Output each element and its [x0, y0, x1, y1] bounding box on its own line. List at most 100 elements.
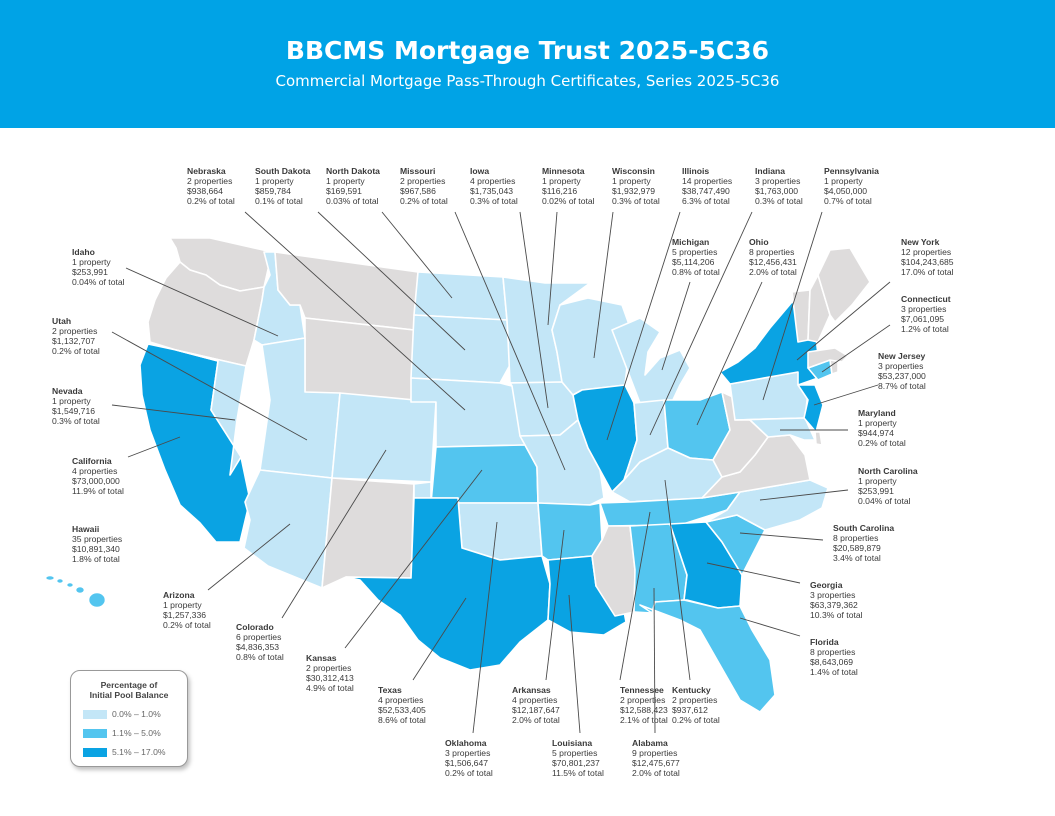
state-label-co: Colorado 6 properties $4,836,353 0.8% of to… [236, 622, 284, 662]
leader-line-ut [111, 331, 308, 441]
state-amount: $253,991 [858, 486, 894, 496]
state-label-nc: North Carolina 1 property $253,991 0.04% of… [858, 466, 918, 506]
leader-line-az [207, 523, 291, 591]
state-name: Wisconsin [612, 166, 655, 176]
state-amount: $253,991 [72, 267, 108, 277]
state-share: 6.3% of total [682, 196, 730, 206]
state-amount: $944,974 [858, 428, 894, 438]
state-share: 0.02% of total [542, 196, 595, 206]
state-share: 1.2% of total [901, 324, 949, 334]
state-share: 0.2% of total [187, 196, 235, 206]
state-label-ky: Kentucky 2 properties $937,612 0.2% of tota… [672, 685, 720, 725]
state-share: 0.2% of total [163, 620, 211, 630]
state-share: 1.8% of total [72, 554, 120, 564]
leader-line-sd [317, 211, 466, 351]
state-properties: 14 properties [682, 176, 733, 186]
state-name: Michigan [672, 237, 710, 247]
leader-line-mo [454, 211, 566, 471]
state-name: Florida [810, 637, 839, 647]
state-name: North Carolina [858, 466, 918, 476]
state-properties: 8 properties [833, 533, 879, 543]
state-name: Louisiana [552, 738, 593, 748]
state-label-sd: South Dakota 1 property $859,784 0.1% of to… [255, 166, 310, 206]
leader-line-ky [664, 479, 691, 681]
state-amount: $169,591 [326, 186, 362, 196]
state-label-ga: Georgia 3 properties $63,379,362 10.3% of t… [810, 580, 863, 620]
state-properties: 1 property [163, 600, 202, 610]
state-name: Utah [52, 316, 72, 326]
leader-line-tn [619, 511, 651, 681]
leader-line-ga [706, 562, 801, 584]
state-name: Hawaii [72, 524, 100, 534]
leader-line-mi [661, 281, 691, 371]
state-name: Iowa [470, 166, 490, 176]
state-share: 0.3% of total [470, 196, 518, 206]
state-label-nj: New Jersey 3 properties $53,237,000 8.7% of… [878, 351, 926, 391]
state-amount: $20,589,879 [833, 543, 881, 553]
state-name: Minnesota [542, 166, 585, 176]
state-share: 8.7% of total [878, 381, 926, 391]
state-amount: $7,061,095 [901, 314, 945, 324]
state-properties: 1 property [542, 176, 581, 186]
state-name: South Carolina [833, 523, 895, 533]
state-share: 11.9% of total [72, 486, 124, 496]
state-share: 2.0% of total [749, 267, 797, 277]
legend-swatch-dark [83, 748, 107, 758]
state-label-la: Louisiana 5 properties $70,801,237 11.5% of… [552, 738, 604, 778]
leader-line-nc [759, 489, 849, 501]
state-properties: 4 properties [72, 466, 118, 476]
legend-swatch-mid [83, 729, 107, 739]
state-share: 0.3% of total [52, 416, 100, 426]
state-shape-ma [807, 347, 849, 369]
state-shape-ar [537, 502, 603, 561]
state-properties: 1 property [858, 418, 897, 428]
state-shape-nh [807, 274, 831, 343]
state-label-wi: Wisconsin 1 property $1,932,979 0.3% of tot… [612, 166, 660, 206]
state-amount: $4,836,353 [236, 642, 280, 652]
state-share: 1.4% of total [810, 667, 858, 677]
state-amount: $1,257,336 [163, 610, 207, 620]
state-properties: 8 properties [749, 247, 795, 257]
state-name: Maryland [858, 408, 896, 418]
leader-line-ar [545, 529, 565, 681]
state-share: 0.2% of total [445, 768, 493, 778]
state-amount: $1,932,979 [612, 186, 656, 196]
state-label-pa: Pennsylvania 1 property $4,050,000 0.7% of … [824, 166, 879, 206]
state-properties: 6 properties [236, 632, 282, 642]
state-share: 0.8% of total [672, 267, 720, 277]
header-banner [0, 0, 1055, 128]
state-properties: 2 properties [400, 176, 446, 186]
state-shape-az [243, 469, 333, 589]
state-label-fl: Florida 8 properties $8,643,069 1.4% of tot… [810, 637, 858, 677]
state-shape-ks [430, 444, 539, 504]
leader-line-il [606, 211, 681, 441]
state-share: 0.7% of total [824, 196, 872, 206]
state-label-ia: Iowa 4 properties $1,735,043 0.3% of total [470, 166, 518, 206]
state-name: Idaho [72, 247, 95, 257]
state-label-mn: Minnesota 1 property $116,216 0.02% of tota… [542, 166, 595, 206]
state-shape-nd [413, 271, 508, 321]
state-share: 0.3% of total [755, 196, 803, 206]
state-name: Illinois [682, 166, 710, 176]
state-label-id: Idaho 1 property $253,991 0.04% of total [72, 247, 125, 287]
state-properties: 1 property [326, 176, 365, 186]
state-amount: $937,612 [672, 705, 708, 715]
state-label-ks: Kansas 2 properties $30,312,413 4.9% of tot… [306, 653, 354, 693]
state-label-sc: South Carolina 8 properties $20,589,879 3.4… [833, 523, 894, 563]
state-label-mi: Michigan 5 properties $5,114,206 0.8% of to… [672, 237, 720, 277]
state-share: 8.6% of total [378, 715, 426, 725]
state-name: Connecticut [901, 294, 951, 304]
state-name: Kansas [306, 653, 337, 663]
state-properties: 2 properties [306, 663, 352, 673]
state-name: New York [901, 237, 940, 247]
legend-item-dark: 5.1% – 17.0% [83, 747, 166, 758]
state-name: Texas [378, 685, 402, 695]
leader-line-la [568, 594, 581, 734]
state-shape-co [331, 392, 437, 483]
state-properties: 9 properties [632, 748, 678, 758]
state-label-ct: Connecticut 3 properties $7,061,095 1.2% of… [901, 294, 951, 334]
state-share: 17.0% of total [901, 267, 954, 277]
state-amount: $10,891,340 [72, 544, 120, 554]
state-label-tx: Texas 4 properties $52,533,405 8.6% of tota… [378, 685, 426, 725]
